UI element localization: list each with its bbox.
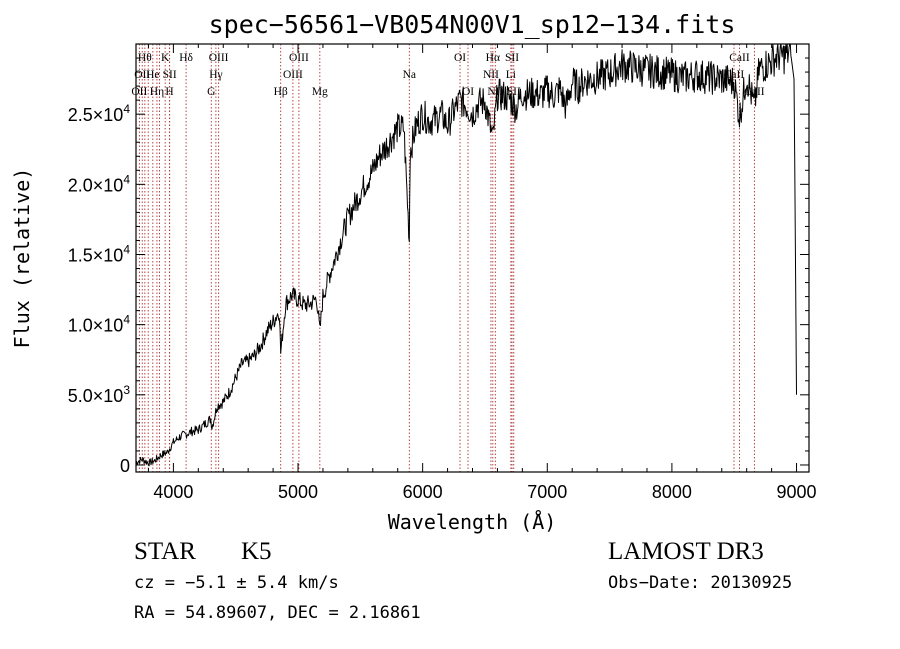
x-axis: 4000 5000 6000 7000 8000 9000 xyxy=(147,44,817,502)
line-label: CaII xyxy=(729,52,750,64)
chart-title: spec−56561−VB054N00V1_sp12−134.fits xyxy=(209,10,736,39)
line-label: H xyxy=(165,86,173,98)
line-label: G xyxy=(207,86,215,98)
line-label: OIII xyxy=(283,69,303,81)
x-tick-label: 9000 xyxy=(777,482,817,502)
obs-date: Obs−Date: 20130925 xyxy=(608,573,793,593)
line-label: He xyxy=(146,69,159,81)
plot-frame xyxy=(135,43,810,473)
emission-lines xyxy=(138,44,755,472)
y-tick-exponent: 3 xyxy=(123,383,130,397)
spectrum-line xyxy=(135,43,797,467)
line-label: OIII xyxy=(289,52,309,64)
y-tick-exponent: 4 xyxy=(123,172,130,186)
line-label: Mg xyxy=(312,86,328,98)
line-label: Hθ xyxy=(138,52,152,64)
line-label: OI xyxy=(454,52,466,64)
line-labels: OIIOIIHθHeHηKHSIIHδGHγOIIIHβOIIIOIIIMgNa… xyxy=(131,52,764,98)
redshift-cz: cz = −5.1 ± 5.4 km/s xyxy=(134,573,339,593)
x-tick-label: 5000 xyxy=(278,482,318,502)
line-label: Hα xyxy=(486,52,500,64)
spectrum-series xyxy=(135,43,797,467)
line-label: Hβ xyxy=(274,86,288,98)
line-label: SII xyxy=(163,69,177,81)
y-tick-label: 2.0×104 xyxy=(68,172,131,195)
line-label: K xyxy=(161,52,170,64)
y-tick-mantissa: 5.0×10 xyxy=(68,386,124,406)
y-tick-mantissa: 1.0×10 xyxy=(68,316,124,336)
y-tick-label: 1.5×104 xyxy=(68,242,131,265)
y-tick-mantissa: 0 xyxy=(120,456,130,476)
y-tick-exponent: 4 xyxy=(123,242,130,256)
y-axis-label: Flux (relative) xyxy=(10,168,34,349)
y-tick-mantissa: 2.0×10 xyxy=(68,175,124,195)
x-tick-label: 8000 xyxy=(652,482,692,502)
y-tick-label: 5.0×103 xyxy=(68,383,131,406)
y-tick-exponent: 4 xyxy=(123,102,130,116)
x-axis-label: Wavelength (Å) xyxy=(388,510,557,534)
line-label: Li xyxy=(506,69,516,81)
y-tick-mantissa: 2.5×10 xyxy=(68,105,124,125)
subclass: K5 xyxy=(241,538,272,565)
line-label: OII xyxy=(131,86,147,98)
y-tick-label: 2.5×104 xyxy=(68,102,131,125)
line-label: OI xyxy=(462,86,474,98)
line-label: NII xyxy=(483,69,499,81)
line-label: Hδ xyxy=(179,52,193,64)
x-tick-label: 6000 xyxy=(403,482,443,502)
line-label: NII xyxy=(487,86,503,98)
y-tick-exponent: 4 xyxy=(123,313,130,327)
x-tick-label: 4000 xyxy=(153,482,193,502)
x-tick-label: 7000 xyxy=(527,482,567,502)
line-label: OIII xyxy=(209,52,229,64)
y-tick-label: 1.0×104 xyxy=(68,313,131,336)
line-label: SII xyxy=(505,52,519,64)
line-label: Hη xyxy=(150,86,164,98)
survey-name: LAMOST DR3 xyxy=(608,538,764,565)
y-tick-mantissa: 1.5×10 xyxy=(68,245,124,265)
ra-dec: RA = 54.89607, DEC = 2.16861 xyxy=(134,603,421,623)
line-label: Hγ xyxy=(209,69,222,81)
y-tick-label: 0 xyxy=(120,456,130,476)
line-label: Na xyxy=(403,69,416,81)
line-label: CaII xyxy=(724,69,745,81)
object-type: STAR xyxy=(134,538,196,565)
